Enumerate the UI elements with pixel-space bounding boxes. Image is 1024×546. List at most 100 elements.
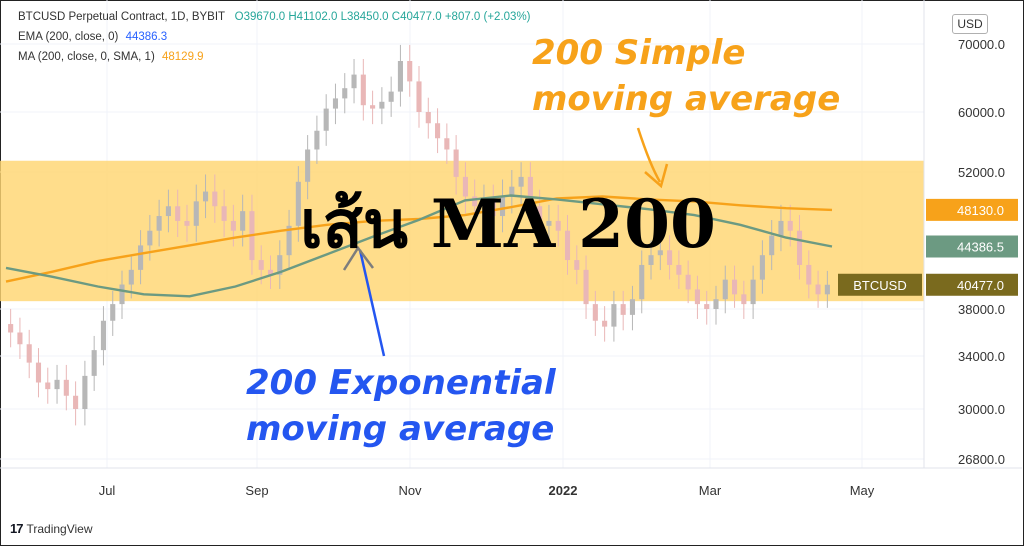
sma-annotation-line-2: moving average: [532, 79, 841, 119]
currency-button[interactable]: USD: [952, 14, 988, 34]
candle-body-24: [230, 220, 236, 231]
symbol-tag: BTCUSD: [853, 278, 906, 293]
x-tick-label-1: Sep: [245, 483, 268, 498]
ma-label: MA (200, close, 0, SMA, 1): [18, 51, 155, 63]
candle-body-72: [676, 264, 682, 275]
candle-body-6: [63, 379, 69, 396]
candle-body-45: [425, 112, 431, 124]
candle-body-21: [202, 191, 209, 202]
ohlc-values: O39670.0 H41102.0 L38450.0 C40477.0 +807…: [234, 11, 531, 23]
candle-body-34: [323, 108, 329, 131]
candle-body-47: [444, 138, 450, 150]
candle-body-29: [277, 255, 283, 275]
candle-body-67: [629, 299, 636, 315]
annotation-arrows: [342, 127, 669, 357]
candle-body-30: [286, 225, 292, 256]
candle-body-68: [639, 264, 645, 300]
time-axis: Jul Sep Nov 2022 Mar May: [99, 483, 875, 498]
candle-body-3: [35, 362, 42, 383]
candle-body-10: [100, 320, 107, 351]
candle-body-17: [165, 206, 171, 217]
candle-body-27: [258, 260, 264, 270]
price-tag-bg-sma: [926, 198, 1018, 221]
candle-body-82: [769, 235, 775, 256]
sma-arrow-shaft: [636, 127, 662, 183]
candle-body-46: [435, 123, 441, 139]
ema-annotation-line-1: 200 Exponential: [246, 363, 556, 403]
sma-arrow-head: [644, 163, 669, 189]
ma-value: 48129.9: [161, 51, 204, 63]
candle-body-39: [370, 105, 376, 109]
candle-body-11: [110, 304, 116, 321]
candle-body-81: [759, 255, 765, 280]
candle-body-5: [54, 379, 60, 390]
candle-body-86: [806, 264, 812, 285]
candle-body-32: [305, 149, 311, 182]
candle-body-70: [657, 250, 663, 256]
y-tick-label-6: 26800.0: [958, 452, 1005, 467]
y-tick-label-4: 34000.0: [958, 349, 1005, 364]
candle-body-57: [537, 206, 543, 226]
candle-body-59: [555, 220, 561, 231]
price-tag-bg-ema: [926, 235, 1018, 258]
candle-body-63: [592, 304, 598, 321]
candle-body-1: [17, 332, 23, 345]
sma-annotation: 200 Simple moving average: [532, 30, 840, 122]
candle-body-22: [212, 191, 218, 207]
price-tag-ema: 44386.5: [957, 240, 1004, 255]
candle-body-20: [193, 201, 199, 226]
legend-ema-row[interactable]: EMA (200, close, 0) 44386.3: [18, 30, 167, 44]
candle-body-53: [499, 196, 506, 217]
candle-body-7: [73, 395, 79, 409]
candle-body-16: [156, 216, 162, 231]
price-tag-sma: 48130.0: [957, 203, 1004, 218]
candle-body-50: [472, 196, 478, 207]
candle-body-55: [518, 176, 524, 187]
candle-body-60: [564, 230, 571, 261]
legend-symbol-row: BTCUSD Perpetual Contract, 1D, BYBIT O39…: [18, 10, 531, 24]
legend-ma-row[interactable]: MA (200, close, 0, SMA, 1) 48129.9: [18, 50, 204, 64]
candle-body-33: [314, 130, 320, 150]
candle-body-8: [82, 375, 88, 409]
ema-arrow-head: [342, 245, 374, 271]
overlay-title: เส้น MA 200: [300, 185, 716, 263]
candle-body-51: [481, 201, 487, 207]
price-tag-bg-last: [926, 273, 1018, 296]
y-tick-label-5: 30000.0: [958, 402, 1005, 417]
candle-body-83: [778, 220, 784, 236]
candle-body-35: [332, 98, 339, 109]
candle-body-74: [694, 289, 700, 305]
candle-body-43: [407, 61, 413, 82]
candle-body-69: [648, 255, 654, 265]
candle-body-14: [138, 245, 144, 270]
candle-body-52: [490, 201, 496, 217]
candle-body-78: [731, 279, 738, 295]
x-tick-label-0: Jul: [99, 483, 116, 498]
x-tick-label-4: Mar: [699, 483, 722, 498]
price-labels: 48130.0 44386.5 40477.0 BTCUSD: [838, 198, 1018, 296]
candle-body-38: [360, 74, 366, 106]
candle-body-88: [824, 284, 830, 295]
symbol-tag-bg: [838, 273, 922, 296]
y-tick-label-0: 70000.0: [958, 37, 1005, 52]
candle-body-65: [611, 304, 617, 327]
y-tick-label-1: 60000.0: [958, 105, 1005, 120]
y-tick-label-2: 52000.0: [958, 165, 1005, 180]
ema-annotation: 200 Exponential moving average: [246, 360, 556, 452]
ema-label: EMA (200, close, 0): [18, 31, 119, 43]
candle-body-87: [815, 284, 821, 295]
candle-body-84: [787, 220, 793, 231]
candle-body-48: [453, 149, 459, 177]
ma-zone-highlight: [0, 160, 924, 302]
candle-body-85: [796, 230, 803, 265]
ema-arrow-shaft: [358, 249, 386, 357]
tradingview-logo-icon: 17: [10, 521, 24, 536]
candle-body-64: [602, 320, 608, 327]
tradingview-branding[interactable]: 17 TradingView: [10, 521, 93, 536]
candle-body-0: [8, 324, 14, 333]
candle-body-76: [713, 299, 719, 309]
candle-body-37: [351, 74, 357, 89]
candle-body-23: [221, 206, 227, 221]
candle-body-44: [416, 81, 422, 112]
